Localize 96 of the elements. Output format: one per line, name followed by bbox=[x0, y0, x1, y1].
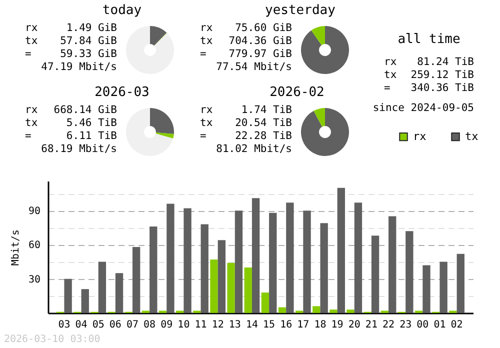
bar bbox=[115, 273, 124, 313]
x-tick-label: 07 bbox=[126, 320, 139, 330]
text: 68.19 Mbit/s bbox=[41, 143, 117, 156]
bar bbox=[456, 254, 464, 313]
bar bbox=[337, 188, 345, 313]
bar bbox=[98, 262, 106, 313]
bar bbox=[252, 198, 260, 313]
chart-title: 2026-03 bbox=[94, 85, 150, 100]
x-tick-label: 23 bbox=[400, 320, 412, 330]
bar bbox=[132, 247, 140, 313]
text: = 59.33 GiB bbox=[25, 48, 117, 60]
x-tick-label: 13 bbox=[228, 320, 241, 330]
text: tx 20.54 TiB bbox=[200, 117, 292, 129]
text: rx 1.74 TiB bbox=[200, 104, 292, 116]
bar bbox=[227, 262, 235, 313]
donut-slice bbox=[301, 108, 349, 156]
bar bbox=[150, 226, 158, 313]
bar bbox=[346, 310, 354, 313]
y-tick-label: 60 bbox=[28, 240, 40, 252]
text: all time bbox=[396, 32, 462, 47]
text: = 6.11 TiB bbox=[25, 130, 117, 142]
bar bbox=[303, 210, 311, 313]
bar bbox=[330, 310, 338, 313]
x-tick-label: 22 bbox=[382, 320, 395, 330]
chart-title: 2026-02 bbox=[268, 85, 326, 100]
text: 47.19 Mbit/s bbox=[41, 61, 117, 74]
legend-label: rx bbox=[413, 130, 427, 143]
x-tick-label: 15 bbox=[263, 320, 276, 330]
text: 77.54 Mbit/s bbox=[216, 61, 292, 74]
chart-title: yesterday bbox=[265, 3, 336, 18]
text: 81.02 Mbit/s bbox=[216, 143, 292, 156]
bar bbox=[354, 202, 362, 313]
bar bbox=[184, 208, 192, 313]
x-tick-label: 10 bbox=[178, 320, 190, 330]
x-tick-label: 03 bbox=[58, 320, 70, 330]
x-tick-label: 11 bbox=[194, 320, 207, 330]
bar bbox=[269, 212, 277, 313]
bar bbox=[406, 231, 414, 313]
x-tick-label: 01 bbox=[434, 320, 446, 330]
x-tick-label: 05 bbox=[92, 320, 104, 330]
x-tick-label: 08 bbox=[144, 320, 156, 330]
bar bbox=[200, 224, 208, 313]
bar bbox=[422, 265, 430, 313]
text: tx 57.84 GiB bbox=[25, 35, 117, 47]
donut-slice bbox=[314, 108, 325, 127]
donut-slice bbox=[126, 26, 174, 74]
text: rx 668.14 GiB bbox=[25, 104, 117, 116]
x-tick-label: 18 bbox=[314, 320, 326, 330]
text: tx 704.36 GiB bbox=[200, 35, 292, 47]
bar bbox=[371, 236, 380, 313]
bar bbox=[278, 307, 286, 313]
x-tick-label: 20 bbox=[348, 320, 360, 330]
donut-slice bbox=[150, 26, 167, 46]
x-tick-label: 16 bbox=[280, 320, 292, 330]
y-tick-label: 90 bbox=[28, 206, 40, 218]
bar bbox=[261, 292, 270, 313]
bar bbox=[64, 278, 72, 313]
bar bbox=[388, 216, 396, 313]
bar bbox=[440, 262, 448, 313]
y-tick-label: 30 bbox=[28, 274, 40, 286]
bar bbox=[234, 210, 243, 313]
bar bbox=[244, 267, 252, 313]
text: = 779.97 GiB bbox=[200, 48, 292, 60]
text: rx 75.60 GiB bbox=[200, 22, 292, 34]
text: rx 1.49 GiB bbox=[25, 22, 117, 34]
x-tick-label: 14 bbox=[246, 320, 258, 330]
bar bbox=[81, 289, 89, 313]
donut-slice bbox=[301, 26, 349, 74]
bar bbox=[312, 306, 320, 313]
text: = 22.28 TiB bbox=[200, 130, 292, 142]
y-axis-title: Mbit/s bbox=[10, 229, 22, 266]
donut-slice bbox=[150, 108, 174, 134]
bar bbox=[166, 204, 174, 313]
donut-slice bbox=[126, 108, 174, 156]
chart-title: today bbox=[101, 3, 143, 18]
x-tick-label: 12 bbox=[212, 320, 224, 330]
text: = 340.36 TiB bbox=[384, 82, 474, 94]
x-tick-label: 00 bbox=[416, 320, 429, 330]
x-tick-label: 21 bbox=[365, 320, 378, 330]
legend-label: tx bbox=[465, 130, 479, 143]
bar bbox=[210, 260, 218, 313]
donut-slice bbox=[156, 132, 174, 139]
text: since 2024-09-05 bbox=[372, 102, 474, 115]
x-tick-label: 09 bbox=[160, 320, 173, 330]
text: tx 259.12 TiB bbox=[384, 69, 474, 81]
text: tx 5.46 TiB bbox=[25, 117, 117, 129]
text: rx 81.24 TiB bbox=[384, 56, 474, 68]
bar bbox=[286, 202, 294, 313]
bar bbox=[320, 223, 328, 313]
x-tick-label: 17 bbox=[297, 320, 310, 330]
x-tick-label: 04 bbox=[75, 320, 88, 330]
donut-slice bbox=[311, 26, 325, 46]
x-tick-label: 02 bbox=[450, 320, 463, 330]
x-tick-label: 06 bbox=[109, 320, 122, 330]
bar bbox=[218, 240, 226, 313]
x-tick-label: 19 bbox=[331, 320, 344, 330]
